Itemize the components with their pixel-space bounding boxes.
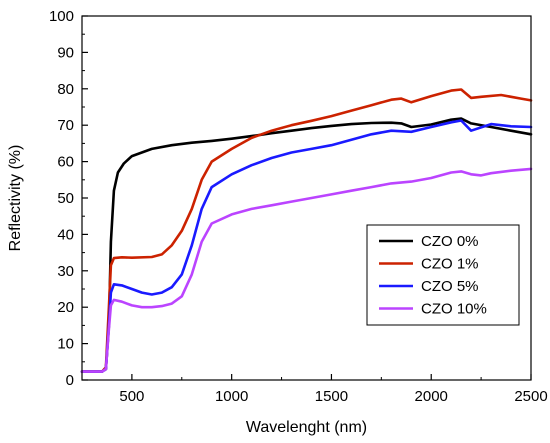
y-tick-label: 40 — [57, 226, 74, 243]
legend: CZO 0% CZO 1% CZO 5% CZO 10% — [366, 224, 520, 326]
x-axis-label: Wavelenght (nm) — [246, 419, 367, 436]
y-tick-label: 20 — [57, 299, 74, 316]
legend-label: CZO 10% — [421, 301, 487, 318]
y-tick-label: 10 — [57, 336, 74, 353]
series-line-4 — [80, 167, 533, 373]
x-tick-label: 2500 — [514, 388, 547, 405]
y-tick-label: 100 — [49, 8, 74, 25]
series-line-1 — [80, 117, 533, 373]
series-layer — [80, 88, 533, 373]
x-tick-label: 500 — [119, 388, 144, 405]
y-axis-label: Reflectivity (%) — [7, 145, 24, 252]
y-tick-label: 70 — [57, 117, 74, 134]
legend-label: CZO 1% — [421, 256, 479, 273]
x-tick-label: 2000 — [415, 388, 448, 405]
legend-label: CZO 5% — [421, 278, 479, 295]
x-tick-label: 1500 — [315, 388, 348, 405]
ticks-layer — [81, 15, 532, 381]
y-tick-label: 60 — [57, 154, 74, 171]
legend-label: CZO 0% — [421, 233, 479, 250]
series-line-3 — [80, 119, 533, 373]
tick-labels-layer: 500 1000 1500 2000 2500 0 10 20 30 40 50 60 70 80 90 10… — [49, 8, 548, 405]
y-tick-label: 90 — [57, 44, 74, 61]
y-tick-label: 80 — [57, 81, 74, 98]
x-tick-label: 1000 — [215, 388, 248, 405]
y-tick-label: 0 — [66, 372, 74, 389]
y-tick-label: 30 — [57, 263, 74, 280]
series-line-2 — [80, 88, 533, 373]
y-tick-label: 50 — [57, 190, 74, 207]
